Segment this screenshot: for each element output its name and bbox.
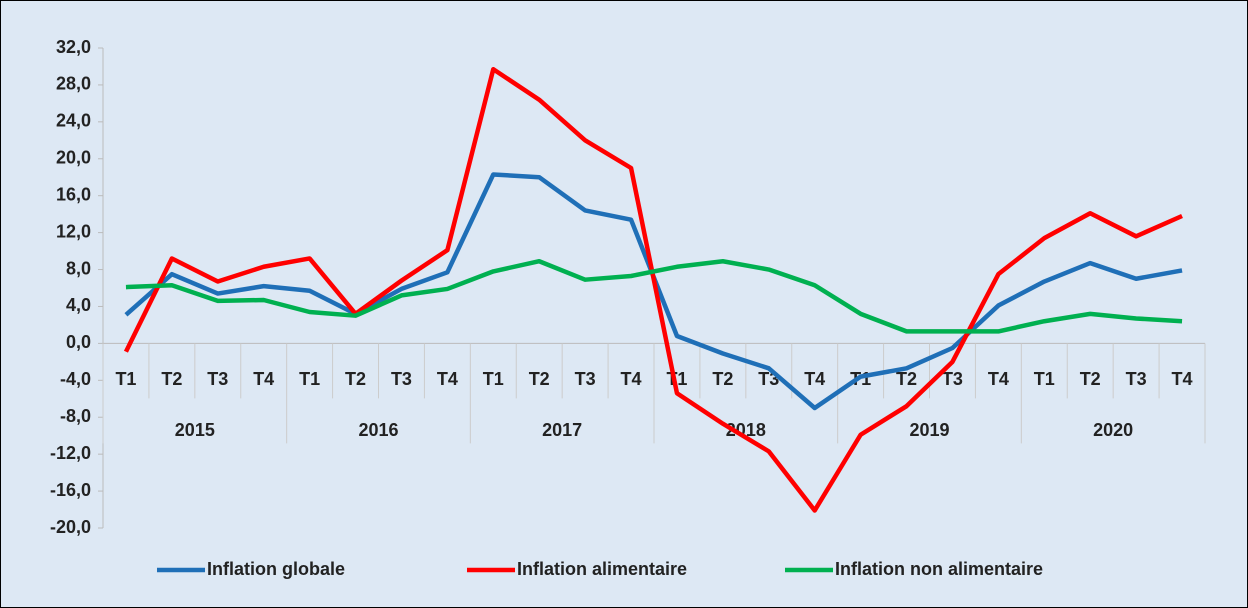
legend-label: Inflation non alimentaire: [835, 559, 1043, 579]
y-tick-label: 32,0: [56, 37, 91, 57]
x-tick-label: T3: [575, 369, 596, 389]
x-tick-label: T2: [896, 369, 917, 389]
x-tick-label: T1: [1034, 369, 1055, 389]
x-tick-label: T4: [1172, 369, 1193, 389]
x-tick-label: T3: [391, 369, 412, 389]
x-tick-label: T3: [1126, 369, 1147, 389]
series-line: [125, 258, 1183, 334]
legend-label: Inflation globale: [207, 559, 345, 579]
x-tick-label: T3: [942, 369, 963, 389]
y-tick-label: -20,0: [50, 517, 91, 537]
x-tick-label: T4: [621, 369, 642, 389]
year-label: 2018: [726, 420, 766, 440]
x-tick-label: T1: [483, 369, 504, 389]
x-tick-label: T2: [161, 369, 182, 389]
x-tick-label: T4: [253, 369, 274, 389]
y-tick-label: 20,0: [56, 148, 91, 168]
y-tick-label: 8,0: [66, 258, 91, 278]
y-tick-label: 28,0: [56, 74, 91, 94]
y-tick-label: -12,0: [50, 443, 91, 463]
x-tick-label: T2: [1080, 369, 1101, 389]
y-tick-label: 24,0: [56, 111, 91, 131]
year-label: 2017: [542, 420, 582, 440]
x-tick-label: T2: [529, 369, 550, 389]
y-tick-label: 4,0: [66, 295, 91, 315]
x-tick-label: T4: [437, 369, 458, 389]
x-tick-label: T3: [207, 369, 228, 389]
x-tick-label: T1: [115, 369, 136, 389]
year-label: 2015: [175, 420, 215, 440]
legend-label: Inflation alimentaire: [517, 559, 687, 579]
series-line: [123, 66, 1183, 513]
y-tick-label: -8,0: [60, 406, 91, 426]
y-tick-label: -4,0: [60, 369, 91, 389]
year-label: 2020: [1093, 420, 1133, 440]
y-tick-label: 16,0: [56, 184, 91, 204]
y-tick-label: -16,0: [50, 480, 91, 500]
y-tick-label: 12,0: [56, 221, 91, 241]
x-tick-label: T4: [988, 369, 1009, 389]
year-label: 2019: [909, 420, 949, 440]
year-label: 2016: [358, 420, 398, 440]
x-tick-label: T4: [804, 369, 825, 389]
x-tick-label: T2: [345, 369, 366, 389]
x-tick-label: T2: [712, 369, 733, 389]
x-tick-label: T1: [299, 369, 320, 389]
y-tick-label: 0,0: [66, 332, 91, 352]
